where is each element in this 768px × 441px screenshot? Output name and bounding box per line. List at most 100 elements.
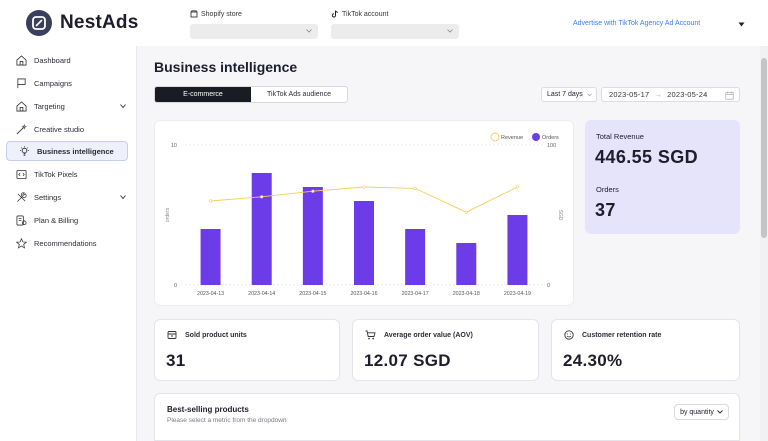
kpi-value: 12.07 SGD bbox=[364, 351, 451, 370]
x-tick-label: 2023-04-17 bbox=[402, 291, 429, 297]
lightbulb-icon bbox=[20, 145, 29, 156]
sidebar-item-dashboard[interactable]: Dashboard bbox=[12, 50, 130, 70]
kpi-label: Average order value (AOV) bbox=[384, 331, 473, 339]
date-from: 2023-05-17 bbox=[609, 90, 650, 99]
best-selling-section: Best-selling products Please select a me… bbox=[154, 393, 740, 441]
star-icon bbox=[16, 237, 27, 249]
sort-metric-dropdown[interactable]: by quantity bbox=[674, 404, 729, 420]
chevron-down-icon bbox=[717, 410, 723, 414]
y2-axis-label: SGD bbox=[557, 210, 563, 221]
sidebar-item-recommendations[interactable]: Recommendations bbox=[12, 233, 130, 253]
kpi-value: 24.30% bbox=[563, 351, 623, 370]
x-tick-label: 2023-04-16 bbox=[350, 291, 377, 297]
kpi-customer-retention: Customer retention rate 24.30% bbox=[551, 319, 740, 381]
revenue-point bbox=[362, 185, 366, 189]
cart-icon bbox=[365, 330, 376, 340]
box-icon bbox=[167, 331, 177, 339]
sidebar: Dashboard Campaigns Targeting Creative s… bbox=[0, 46, 137, 441]
tools-icon bbox=[17, 191, 27, 202]
tab-tiktok-ads-audience[interactable]: TikTok Ads audience bbox=[267, 91, 331, 98]
bar-orders bbox=[456, 243, 477, 285]
bar-orders bbox=[302, 187, 323, 285]
logo[interactable]: NestAds bbox=[26, 10, 138, 36]
store-icon bbox=[190, 10, 198, 18]
bar-orders bbox=[507, 215, 528, 285]
home-icon bbox=[16, 54, 27, 65]
scrollbar-thumb[interactable] bbox=[761, 58, 767, 238]
legend-revenue-label: Revenue bbox=[501, 135, 523, 141]
total-revenue-value: 446.55 SGD bbox=[595, 147, 699, 167]
sidebar-item-creative-studio[interactable]: Creative studio bbox=[12, 119, 130, 139]
revenue-point bbox=[464, 210, 468, 214]
magic-wand-icon bbox=[16, 123, 27, 134]
sidebar-item-settings[interactable]: Settings bbox=[12, 187, 130, 207]
bar-orders bbox=[200, 229, 221, 285]
billing-icon bbox=[16, 215, 27, 225]
kpi-label: Customer retention rate bbox=[582, 331, 662, 339]
calendar-icon bbox=[725, 91, 734, 100]
date-range-picker[interactable]: 2023-05-17 → 2023-05-24 bbox=[601, 87, 740, 102]
advertise-link[interactable]: Advertise with TikTok Agency Ad Account bbox=[573, 20, 701, 27]
x-tick-label: 2023-04-18 bbox=[453, 291, 480, 297]
sidebar-item-business-intelligence[interactable]: Business intelligence bbox=[6, 141, 128, 161]
top-bar: NestAds Shopify store TikTok account Adv… bbox=[0, 0, 768, 46]
best-selling-subtitle: Please select a metric from the dropdown bbox=[167, 417, 287, 424]
sidebar-item-campaigns[interactable]: Campaigns bbox=[12, 73, 130, 93]
tiktok-account-group: TikTok account bbox=[331, 9, 459, 39]
kpi-label: Sold product units bbox=[185, 331, 247, 339]
x-tick-label: 2023-04-14 bbox=[248, 291, 275, 297]
legend-orders-label: Orders bbox=[542, 135, 559, 141]
y2-tick-label: 100 bbox=[547, 143, 556, 149]
flag-icon bbox=[17, 78, 26, 88]
sidebar-item-targeting[interactable]: Targeting bbox=[12, 96, 130, 116]
bar-orders bbox=[354, 201, 374, 285]
chevron-down-icon bbox=[587, 93, 592, 97]
kpi-sold-units: Sold product units 31 bbox=[154, 319, 340, 381]
main-scrollbar[interactable] bbox=[760, 46, 768, 441]
orders-revenue-chart: 0 10 0 100 orders SGD 2023-04-13 2023-04-14 2023… bbox=[154, 120, 574, 306]
smile-icon bbox=[564, 330, 574, 340]
sidebar-item-tiktok-pixels[interactable]: TikTok Pixels bbox=[12, 164, 130, 184]
date-range-select[interactable]: Last 7 days bbox=[541, 87, 597, 102]
shopify-store-select[interactable] bbox=[190, 24, 318, 39]
date-to: 2023-05-24 bbox=[667, 90, 708, 99]
tiktok-account-select[interactable] bbox=[331, 24, 459, 39]
orders-value: 37 bbox=[595, 200, 616, 220]
chevron-down-icon bbox=[306, 29, 312, 33]
revenue-point bbox=[208, 199, 213, 203]
legend-revenue-marker bbox=[490, 132, 500, 142]
account-menu-caret-icon[interactable] bbox=[738, 22, 745, 27]
x-tick-label: 2023-04-19 bbox=[504, 291, 531, 297]
brand-name: NestAds bbox=[60, 12, 139, 33]
legend-orders-marker bbox=[532, 133, 540, 141]
logo-icon bbox=[26, 10, 52, 36]
y2-tick-label: 0 bbox=[547, 283, 550, 289]
total-revenue-label: Total Revenue bbox=[596, 132, 644, 141]
chevron-down-icon bbox=[120, 195, 126, 200]
x-tick-label: 2023-04-13 bbox=[197, 291, 224, 297]
code-icon bbox=[16, 169, 27, 179]
revenue-point bbox=[515, 185, 520, 189]
revenue-point bbox=[260, 195, 264, 199]
revenue-summary-card: Total Revenue 446.55 SGD Orders 37 bbox=[585, 120, 740, 234]
best-selling-title: Best-selling products bbox=[167, 405, 249, 414]
kpi-average-order-value: Average order value (AOV) 12.07 SGD bbox=[352, 319, 539, 381]
tiktok-account-label: TikTok account bbox=[331, 9, 459, 19]
kpi-value: 31 bbox=[166, 351, 186, 370]
revenue-point bbox=[413, 186, 417, 190]
x-tick-label: 2023-04-15 bbox=[299, 291, 326, 297]
page-title: Business intelligence bbox=[154, 59, 298, 75]
y-axis-label: orders bbox=[165, 207, 171, 222]
tab-e-commerce[interactable]: E-commerce bbox=[155, 87, 251, 102]
chevron-down-icon bbox=[120, 104, 126, 109]
revenue-point bbox=[311, 189, 315, 193]
shopify-store-group: Shopify store bbox=[190, 9, 318, 39]
bar-orders bbox=[405, 229, 426, 285]
sidebar-item-plan-billing[interactable]: Plan & Billing bbox=[12, 210, 130, 230]
home-icon bbox=[16, 100, 27, 111]
y-tick-label: 10 bbox=[171, 143, 177, 149]
bar-orders bbox=[251, 173, 272, 285]
y-tick-label: 0 bbox=[174, 283, 177, 289]
shopify-store-label: Shopify store bbox=[190, 9, 318, 19]
